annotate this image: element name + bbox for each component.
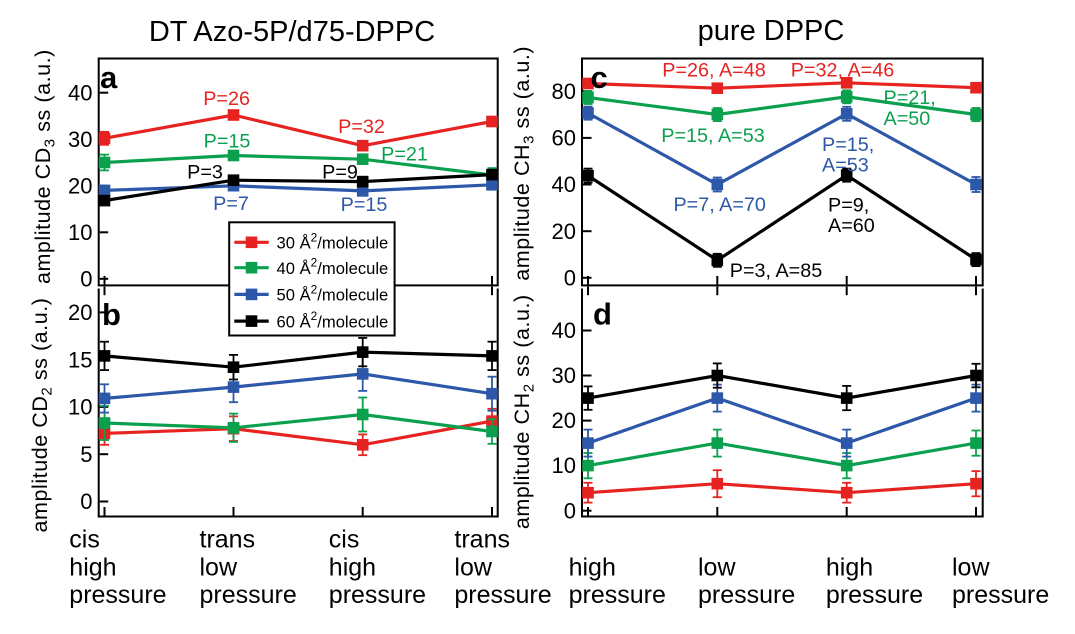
svg-text:0: 0 [564,265,576,290]
svg-text:A=60: A=60 [828,215,875,237]
svg-text:cis: cis [329,526,360,554]
svg-text:60 Å2/molecule: 60 Å2/molecule [277,309,389,331]
svg-text:P=21: P=21 [381,144,428,166]
svg-text:20: 20 [552,219,576,244]
svg-text:5: 5 [80,442,92,467]
svg-text:cis: cis [69,526,100,554]
svg-text:low: low [454,553,492,581]
svg-text:pressure: pressure [329,581,426,609]
svg-text:high: high [69,553,116,581]
svg-text:low: low [698,553,736,581]
svg-text:amplitude CH3 ss (a.u.): amplitude CH3 ss (a.u.) [510,46,538,281]
svg-text:20: 20 [68,173,92,198]
svg-text:10: 10 [68,395,92,420]
svg-text:pressure: pressure [69,581,166,609]
svg-text:P=15: P=15 [341,194,388,216]
svg-text:P=9,: P=9, [828,194,869,216]
svg-text:P=21,: P=21, [884,87,936,109]
svg-text:A=50: A=50 [884,108,931,130]
svg-text:pressure: pressure [826,581,923,609]
svg-text:80: 80 [552,79,576,104]
svg-text:20: 20 [552,408,576,433]
svg-text:A=53: A=53 [822,155,869,177]
svg-text:c: c [591,60,608,95]
svg-text:30: 30 [68,127,92,152]
svg-text:40: 40 [68,80,92,105]
svg-text:10: 10 [552,453,576,478]
svg-text:P=26: P=26 [203,88,250,110]
svg-text:P=15,: P=15, [822,134,874,156]
svg-text:P=3, A=85: P=3, A=85 [730,260,822,282]
svg-text:P=26, A=48: P=26, A=48 [662,59,765,81]
svg-text:40: 40 [552,318,576,343]
svg-text:b: b [102,297,121,332]
svg-text:trans: trans [200,526,256,554]
svg-text:amplitude CD3 ss (a.u.): amplitude CD3 ss (a.u.) [31,49,59,284]
svg-text:P=7, A=70: P=7, A=70 [673,194,765,216]
svg-text:P=9: P=9 [322,162,358,184]
svg-text:20: 20 [68,300,92,325]
svg-text:40: 40 [552,172,576,197]
svg-text:high: high [826,553,873,581]
svg-text:0: 0 [80,266,92,291]
svg-text:amplitude CH2 ss (a.u.): amplitude CH2 ss (a.u.) [510,294,538,529]
svg-text:P=3: P=3 [187,162,223,184]
svg-text:low: low [200,553,238,581]
svg-text:d: d [593,297,612,332]
svg-text:P=7: P=7 [213,193,249,215]
svg-text:pressure: pressure [200,581,297,609]
svg-text:P=32: P=32 [338,116,385,138]
svg-text:60: 60 [552,126,576,151]
svg-text:15: 15 [68,347,92,372]
svg-text:pressure: pressure [698,581,795,609]
svg-text:pressure: pressure [454,581,551,609]
svg-text:amplitude CD2 ss (a.u.): amplitude CD2 ss (a.u.) [28,298,56,533]
svg-text:0: 0 [80,489,92,514]
svg-text:a: a [100,60,118,95]
svg-text:pressure: pressure [952,581,1049,609]
svg-text:low: low [952,553,990,581]
svg-text:DT Azo-5P/d75-DPPC: DT Azo-5P/d75-DPPC [149,16,435,48]
svg-text:P=15, A=53: P=15, A=53 [661,125,764,147]
svg-text:30 Å2/molecule: 30 Å2/molecule [277,230,389,252]
svg-text:10: 10 [68,220,92,245]
svg-text:50 Å2/molecule: 50 Å2/molecule [277,282,389,304]
svg-text:high: high [569,553,616,581]
svg-text:pressure: pressure [569,581,666,609]
svg-text:trans: trans [454,526,510,554]
svg-text:P=32, A=46: P=32, A=46 [791,59,894,81]
svg-text:P=15: P=15 [204,131,251,153]
svg-text:0: 0 [564,498,576,523]
svg-text:30: 30 [552,363,576,388]
svg-text:high: high [329,553,376,581]
svg-text:pure DPPC: pure DPPC [698,15,845,47]
svg-text:40 Å2/molecule: 40 Å2/molecule [277,256,389,278]
